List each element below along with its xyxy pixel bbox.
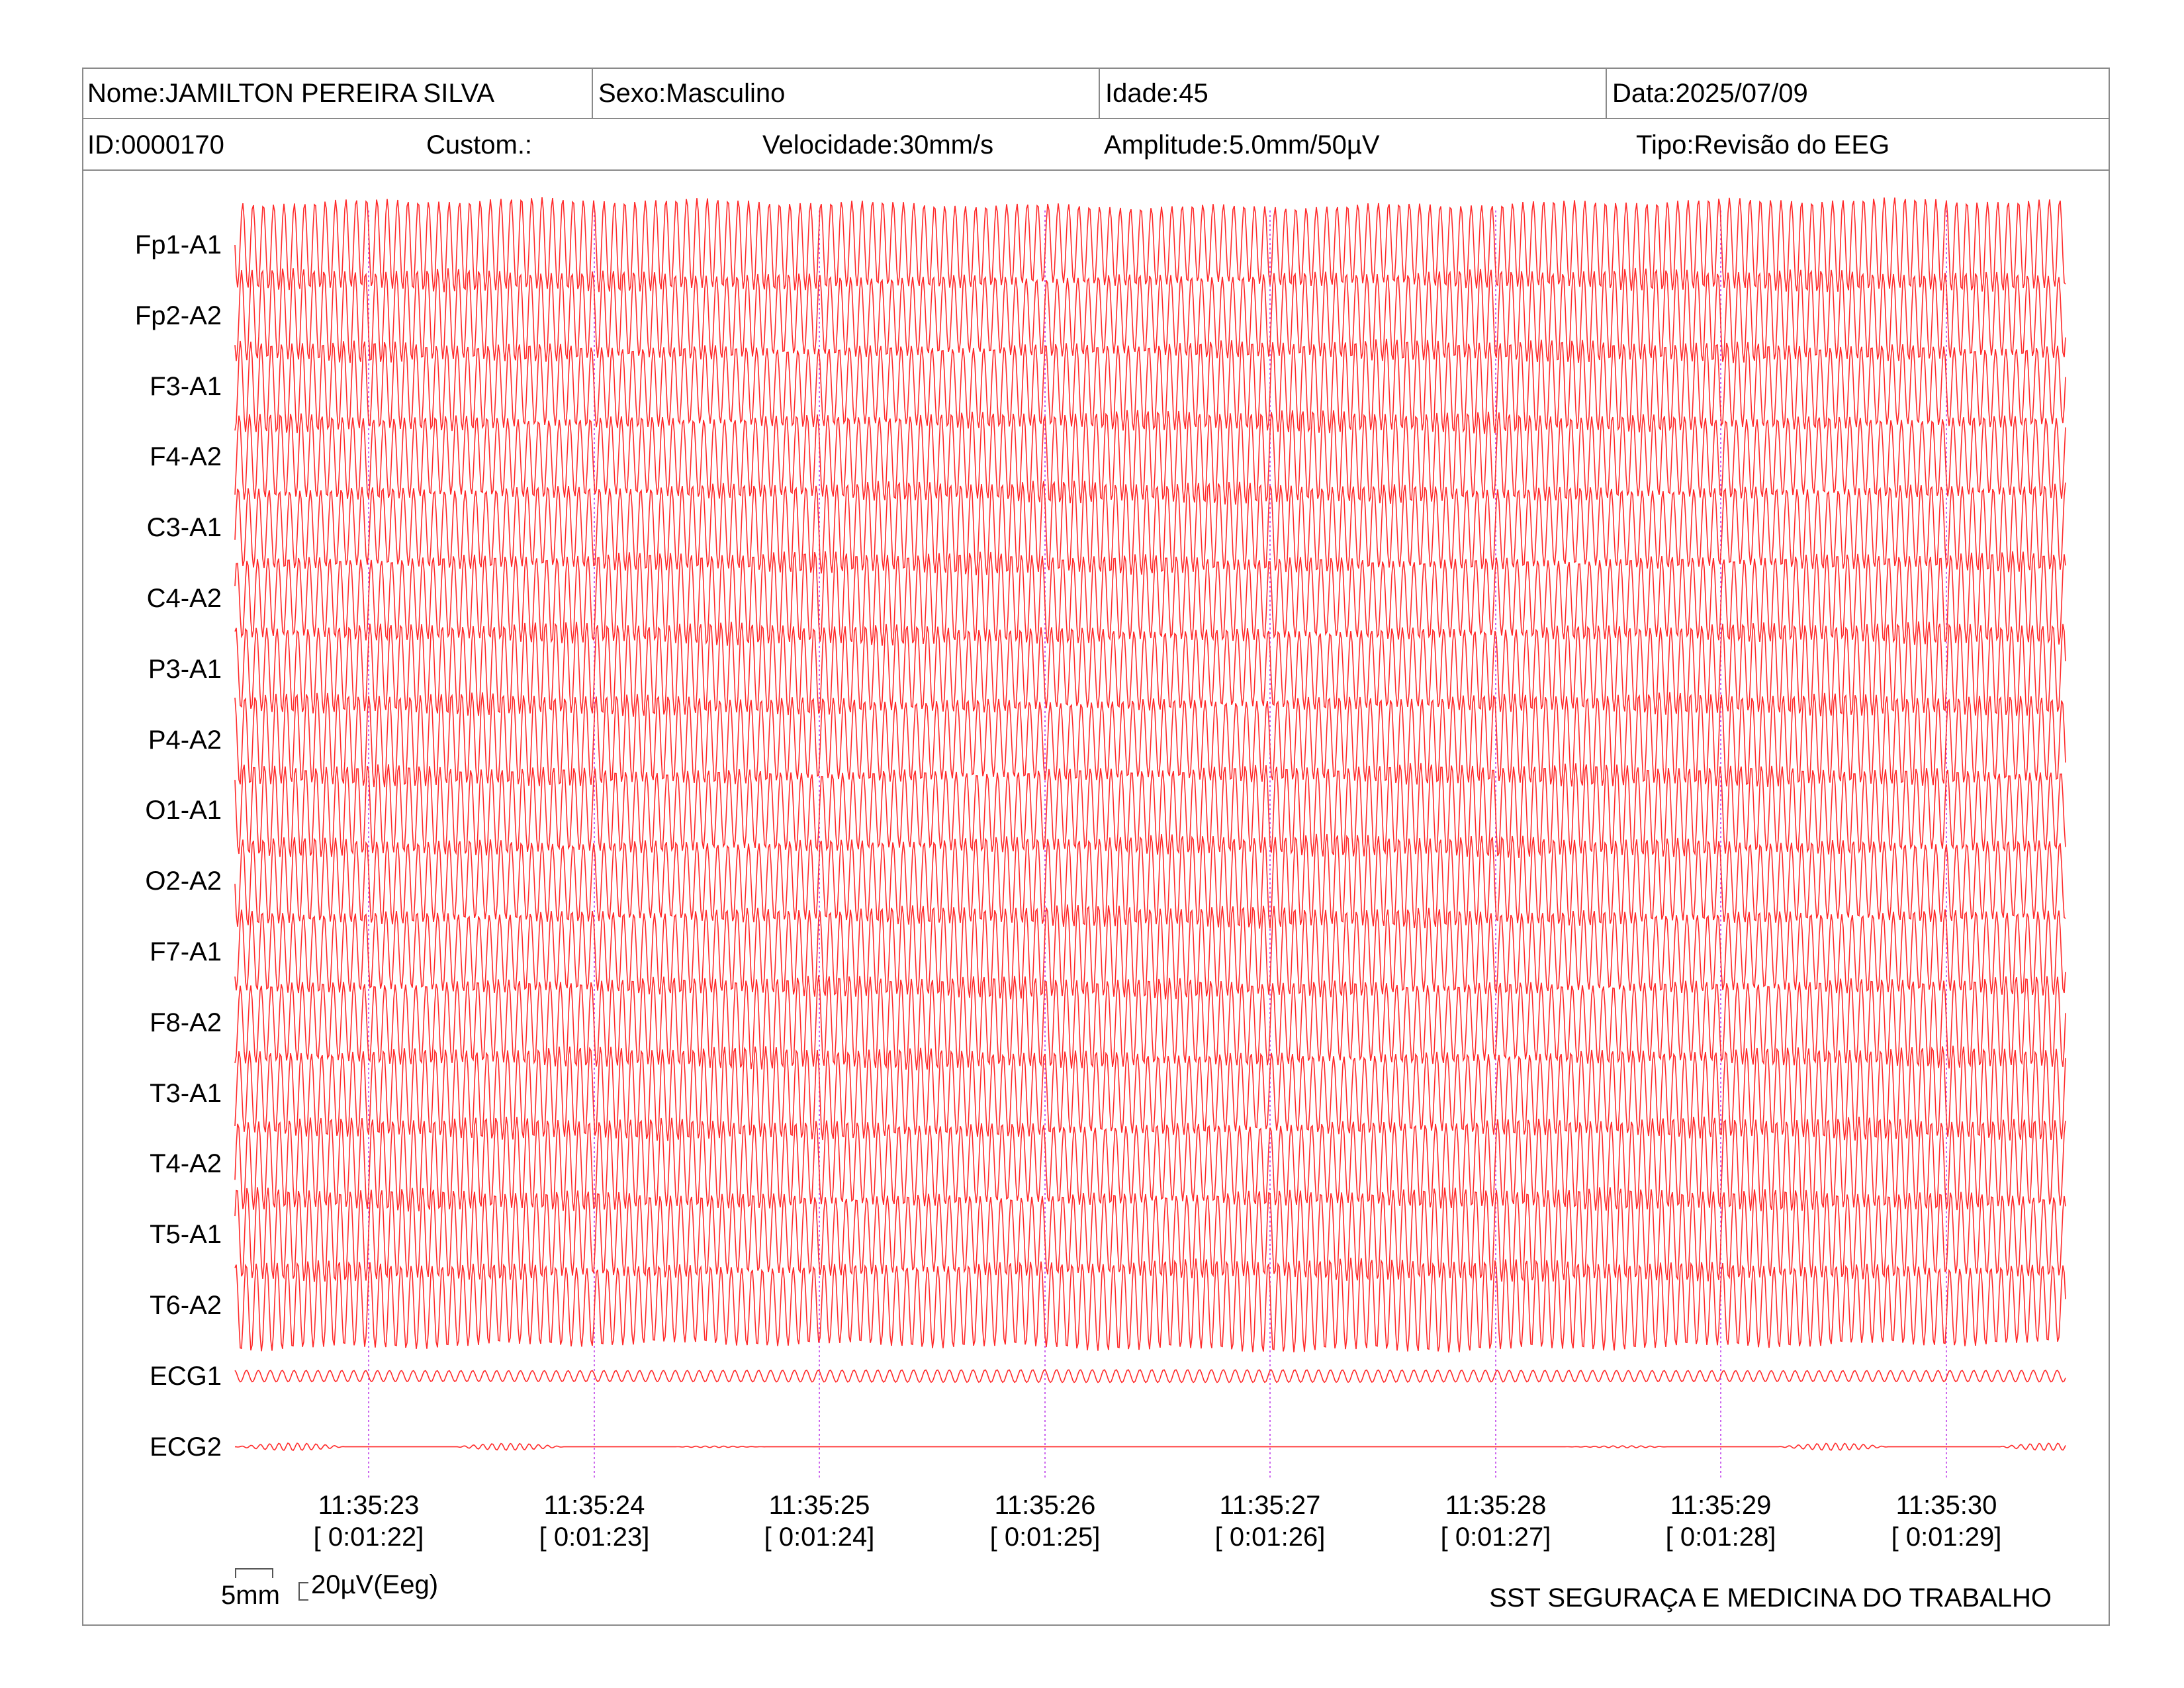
scale-bar-amplitude [298,1582,308,1601]
eeg-trace-o2-a2 [234,833,2066,929]
eeg-trace-f7-a1 [234,904,2066,1000]
exam-date: Data:2025/07/09 [1606,68,2110,119]
scale-bar-time [235,1568,273,1578]
eeg-trace-t6-a2 [234,1257,2066,1353]
channel-label: O2-A2 [145,867,222,896]
time-clock-label: 11:35:30 [1895,1491,1997,1520]
time-elapsed-label: [ 0:01:24] [764,1523,875,1552]
speed-setting: Velocidade:30mm/s [762,130,994,160]
report-frame [82,68,2110,1626]
scale-amplitude-label: 20µV(Eeg) [311,1570,439,1599]
eeg-trace-o1-a1 [234,763,2066,858]
eeg-trace-t3-a1 [234,1045,2066,1141]
channel-label: F8-A2 [150,1008,222,1037]
channel-label: T3-A1 [150,1078,222,1108]
custom-field: Custom.: [426,130,533,160]
time-elapsed-label: [ 0:01:25] [989,1523,1101,1552]
eeg-trace-t5-a1 [234,1187,2066,1282]
channel-label: P3-A1 [148,654,222,684]
patient-age: Idade:45 [1099,68,1606,119]
eeg-trace-c4-a2 [234,551,2066,646]
channel-label: F4-A2 [150,442,222,472]
channel-label: F7-A1 [150,937,222,966]
channel-label: P4-A2 [148,725,222,755]
patient-sex: Sexo:Masculino [592,68,1099,119]
time-elapsed-label: [ 0:01:23] [539,1523,650,1552]
clinic-name: SST SEGURAÇA E MEDICINA DO TRABALHO [1489,1583,2052,1613]
time-mark: 11:35:28 [ 0:01:27] [1410,1489,1582,1553]
channel-label: T5-A1 [150,1220,222,1250]
time-clock-label: 11:35:28 [1445,1491,1547,1520]
eeg-trace-p4-a2 [234,692,2066,788]
channel-label: O1-A1 [145,796,222,825]
time-mark: 11:35:27 [ 0:01:26] [1184,1489,1356,1553]
header-row-patient: Nome:JAMILTON PEREIRA SILVA Sexo:Masculi… [82,68,2110,119]
time-clock-label: 11:35:23 [318,1491,420,1520]
time-mark: 11:35:23 [ 0:01:22] [283,1489,455,1553]
ecg-trace-ecg2 [234,1442,2066,1452]
time-clock-label: 11:35:29 [1670,1491,1772,1520]
ecg-trace-ecg1 [234,1369,2066,1383]
channel-label: Fp1-A1 [134,230,222,259]
time-mark: 11:35:30 [ 0:01:29] [1860,1489,2032,1553]
channel-label: ECG2 [150,1432,222,1462]
time-mark: 11:35:29 [ 0:01:28] [1635,1489,1807,1553]
time-elapsed-label: [ 0:01:22] [313,1523,424,1552]
eeg-trace-c3-a1 [234,481,2066,576]
channel-label: C3-A1 [146,513,222,543]
channel-label: T4-A2 [150,1149,222,1179]
time-mark: 11:35:25 [ 0:01:24] [733,1489,905,1553]
time-clock-label: 11:35:27 [1219,1491,1321,1520]
time-mark: 11:35:26 [ 0:01:25] [959,1489,1131,1553]
channel-label: T6-A2 [150,1291,222,1320]
time-elapsed-label: [ 0:01:26] [1214,1523,1326,1552]
channel-label: F3-A1 [150,371,222,401]
time-clock-label: 11:35:26 [994,1491,1096,1520]
channel-label: ECG1 [150,1361,222,1391]
time-clock-label: 11:35:25 [768,1491,870,1520]
eeg-trace-t4-a2 [234,1116,2066,1212]
eeg-trace-fp2-a2 [234,267,2066,363]
channel-label: C4-A2 [146,584,222,613]
exam-type: Tipo:Revisão do EEG [1636,130,1890,160]
time-elapsed-label: [ 0:01:27] [1440,1523,1551,1552]
channel-label: Fp2-A2 [134,301,222,330]
eeg-trace-p3-a1 [234,621,2066,717]
time-clock-label: 11:35:24 [543,1491,645,1520]
time-elapsed-label: [ 0:01:29] [1891,1523,2002,1552]
header-row-exam: ID:0000170 Custom.: Velocidade:30mm/s Am… [82,119,2110,171]
eeg-trace-f8-a2 [234,975,2066,1070]
time-mark: 11:35:24 [ 0:01:23] [508,1489,680,1553]
amplitude-setting: Amplitude:5.0mm/50µV [1104,130,1380,160]
time-elapsed-label: [ 0:01:28] [1665,1523,1776,1552]
scale-time-label: 5mm [221,1581,280,1610]
eeg-trace-f3-a1 [234,338,2066,434]
eeg-trace-fp1-a1 [234,197,2066,293]
patient-id: ID:0000170 [87,130,224,160]
eeg-trace-f4-a2 [234,410,2066,505]
patient-name: Nome:JAMILTON PEREIRA SILVA [87,79,494,108]
